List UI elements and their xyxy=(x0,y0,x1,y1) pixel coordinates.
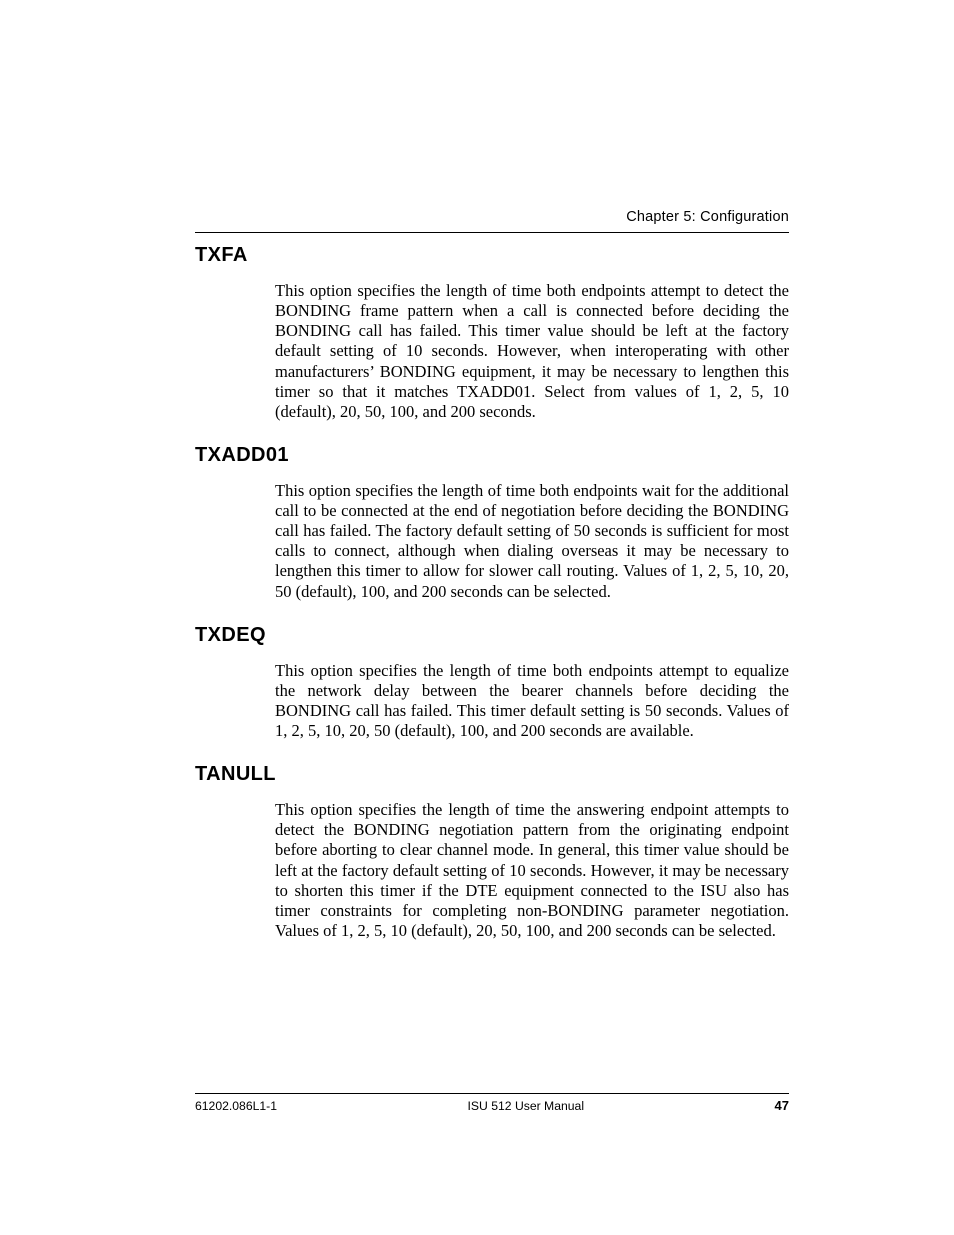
section-txfa: TXFA This option specifies the length of… xyxy=(195,244,789,422)
chapter-header: Chapter 5: Configuration xyxy=(626,209,789,225)
heading-txadd01: TXADD01 xyxy=(195,444,789,467)
page: Chapter 5: Configuration TXFA This optio… xyxy=(0,0,954,1235)
footer: 61202.086L1-1 ISU 512 User Manual 47 xyxy=(195,1098,789,1113)
body-tanull: This option specifies the length of time… xyxy=(275,800,789,941)
section-tanull: TANULL This option specifies the length … xyxy=(195,763,789,941)
body-txdeq: This option specifies the length of time… xyxy=(275,661,789,742)
heading-tanull: TANULL xyxy=(195,763,789,786)
footer-manual-title: ISU 512 User Manual xyxy=(468,1099,585,1113)
footer-rule xyxy=(195,1093,789,1094)
body-txfa: This option specifies the length of time… xyxy=(275,281,789,422)
footer-page-number: 47 xyxy=(775,1098,789,1113)
content-area: TXFA This option specifies the length of… xyxy=(195,244,789,1080)
section-txdeq: TXDEQ This option specifies the length o… xyxy=(195,624,789,742)
body-txadd01: This option specifies the length of time… xyxy=(275,481,789,602)
footer-doc-number: 61202.086L1-1 xyxy=(195,1099,277,1113)
heading-txfa: TXFA xyxy=(195,244,789,267)
section-txadd01: TXADD01 This option specifies the length… xyxy=(195,444,789,602)
heading-txdeq: TXDEQ xyxy=(195,624,789,647)
header-rule xyxy=(195,232,789,233)
